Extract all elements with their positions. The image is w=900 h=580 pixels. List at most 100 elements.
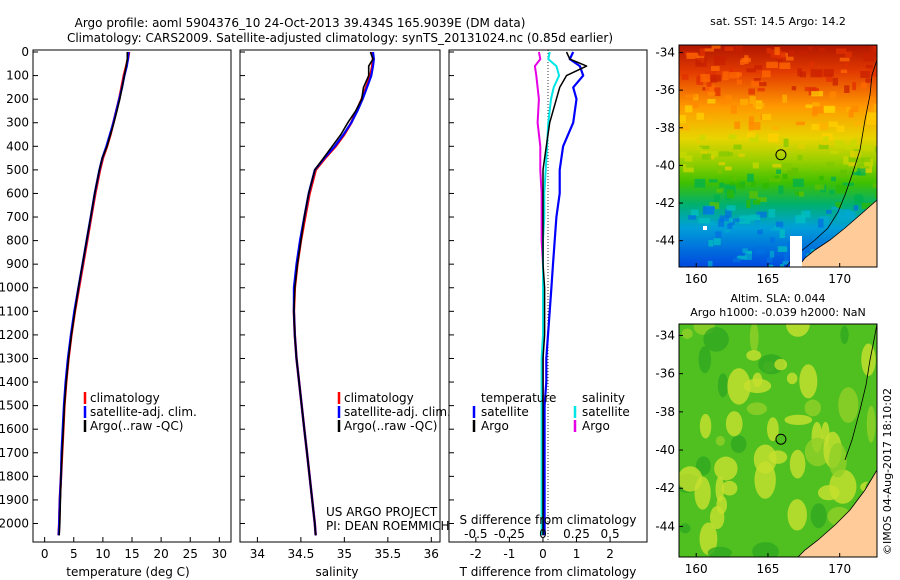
legend-s-argo-label: Argo [582,419,610,433]
sst-texture-cell [852,82,857,91]
sst-texture-cell [682,265,688,267]
depth-tick-label: 300 [6,116,29,130]
sst-texture-cell [742,248,748,253]
sst-texture-cell [851,105,859,113]
legend-climatology-label: climatology [344,391,414,405]
sst-texture-cell [713,238,721,246]
lat-tick-label: -38 [655,405,675,419]
sla-texture-blob [707,546,732,557]
sst-texture-cell [812,165,819,171]
depth-tick-label: 1900 [0,493,29,507]
sst-texture-cell [735,45,743,53]
sst-texture-cell [861,82,867,89]
sst-texture-cell [724,184,736,194]
sst-texture-cell [736,79,742,85]
sst-texture-cell [854,137,863,145]
salinity-legend: climatology satellite-adj. clim. Argo(..… [337,391,451,433]
sst-texture-cell [864,158,873,167]
sst-texture-cell [751,80,764,87]
sst-texture-cell [863,52,875,62]
sst-texture-cell [768,209,776,218]
x-tick-label: 36 [424,547,439,561]
sst-texture-cell [839,57,850,62]
x-tick-label: 0 [41,547,49,561]
sla-map-axes: -34 -36 -38 -40 -42 -44 160 165 170 [655,328,851,576]
sst-texture-cell [719,182,725,188]
sst-texture-cell [843,156,849,165]
sst-texture-cell [828,121,838,127]
sst-texture-cell [810,69,823,78]
sst-texture-cell [776,169,782,174]
sst-texture-cell [769,178,781,182]
sla-texture-blob [746,350,762,361]
sst-texture-cell [822,136,829,142]
sst-texture-cell [826,74,833,82]
depth-tick-label: 500 [6,163,29,177]
sst-texture-cell [725,166,732,171]
sla-texture-blob [749,324,759,353]
sla-texture-blob [804,399,822,417]
depth-tick-label: 1100 [0,304,29,318]
figure-title-line1: Argo profile: aoml 5904376_10 24-Oct-201… [75,16,526,30]
sst-texture-cell [759,81,767,87]
sst-texture-cell [799,191,804,197]
x-tick-label: 20 [153,547,168,561]
sst-texture-cell [785,56,794,61]
legend-argo-label: Argo(..raw -QC) [344,419,437,433]
sst-texture-cell [737,72,742,77]
sst-texture-cell [782,260,789,265]
t-diff-tick-label: -1 [503,547,515,561]
lon-tick-label: 160 [685,562,708,576]
sla-texture-blob [698,346,712,374]
sst-texture-cell [710,74,722,82]
legend-argo-label: Argo(..raw -QC) [90,419,183,433]
sst-texture-cell [710,78,718,83]
sst-texture-cell [753,103,765,108]
lat-tick-label: -34 [655,328,675,342]
sst-texture-cell [700,74,710,83]
sst-texture-cell [708,179,718,183]
x-tick-label: 35 [337,547,352,561]
sla-texture-blob [829,469,857,504]
sst-texture-cell [746,68,756,73]
sst-texture-cell [761,70,771,78]
sst-texture-cell [820,141,827,146]
difference-depth-ticks [449,51,454,524]
sst-texture-cell [768,264,774,267]
sst-texture-cell [703,221,715,226]
sst-texture-cell [805,104,813,108]
depth-tick-label: 1000 [0,281,29,295]
sst-texture-cell [795,121,805,126]
sst-texture-cell [766,48,771,54]
sst-texture-cell [705,85,716,94]
depth-tick-label: 200 [6,92,29,106]
legend-salinity-title: salinity [582,391,625,405]
sla-texture-blob [838,387,859,423]
sla-texture-blob [725,411,743,437]
x-tick-label: 10 [95,547,110,561]
sst-texture-cell [748,88,755,95]
sst-texture-cell [801,211,811,218]
sla-texture-blob [681,328,693,339]
sst-texture-cell [829,189,835,195]
sst-texture-cell [747,132,756,138]
sst-texture-cell [811,123,820,131]
x-tick-label: 30 [212,547,227,561]
sla-texture-blob [730,435,747,454]
sst-texture-cell [739,215,751,224]
t-diff-tick-label: 0 [539,547,547,561]
sst-texture-cell [724,95,732,104]
sst-texture-cell [875,191,877,199]
sst-texture-cell [826,162,835,169]
sst-map-axes: -34 -36 -38 -40 -42 -44 160 165 170 [655,46,851,286]
sst-texture-cell [730,105,737,114]
sst-missing-1 [703,226,707,230]
sst-texture-cell [770,227,781,232]
sst-texture-cell [799,71,807,78]
sla-texture-blob [717,373,729,398]
x-tick-label: 15 [124,547,139,561]
temperature-x-axis: 0 5 10 15 20 25 30 [41,537,227,561]
sst-texture-cell [756,211,767,218]
sst-texture-cell [845,145,853,150]
lon-tick-label: 170 [828,272,851,286]
